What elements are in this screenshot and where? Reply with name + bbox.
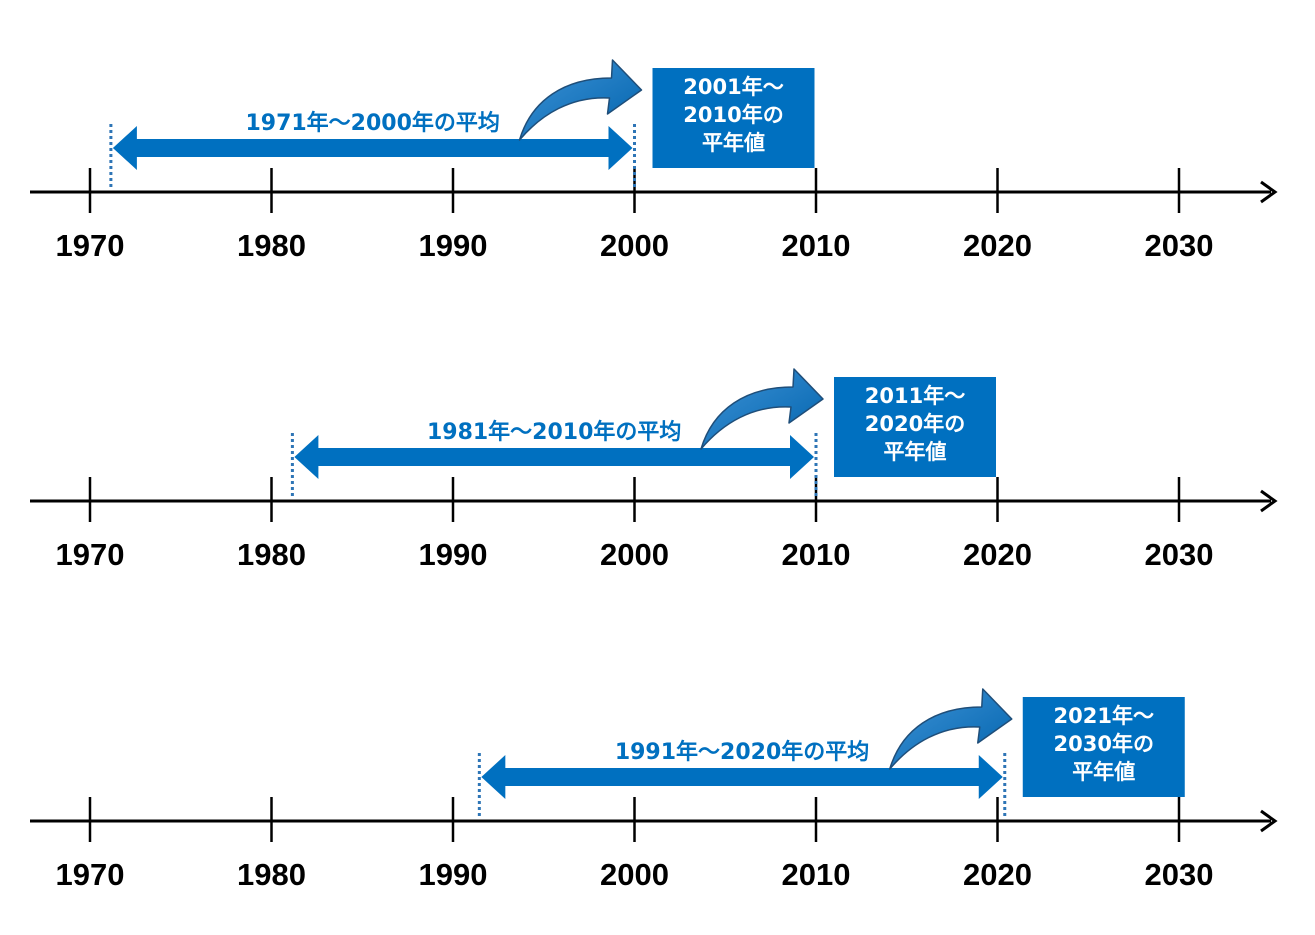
normal-value-box-line: 2011年～ <box>865 384 965 408</box>
normal-value-box-line: 平年値 <box>1072 760 1135 784</box>
axis-arrowhead <box>1260 809 1278 833</box>
period-double-arrow <box>294 435 814 479</box>
normal-value-box-line: 平年値 <box>884 440 947 464</box>
axis-year-label: 1980 <box>237 228 306 263</box>
axis-year-label: 2020 <box>963 857 1032 892</box>
axis-year-label: 1970 <box>56 537 125 572</box>
axis-year-label: 1980 <box>237 857 306 892</box>
axis-year-label: 1980 <box>237 537 306 572</box>
normal-value-box-line: 2030年の <box>1054 732 1154 756</box>
axis-year-label: 2030 <box>1145 537 1214 572</box>
timeline-panel-3: 1970 1980 1990 2000 2010 2020 2030 1991年～2020年の… <box>30 688 1278 892</box>
normal-value-box-line: 2021年～ <box>1054 704 1154 728</box>
axis-year-label: 1990 <box>419 228 488 263</box>
curved-pointer-arrow <box>700 368 824 450</box>
axis-year-label: 2010 <box>782 857 851 892</box>
axis-year-label: 2010 <box>782 537 851 572</box>
axis-year-label: 2000 <box>600 537 669 572</box>
axis-year-label: 1970 <box>56 228 125 263</box>
axis-arrowhead <box>1260 489 1278 513</box>
period-label: 1971年～2000年の平均 <box>245 110 499 136</box>
axis-year-label: 1990 <box>419 857 488 892</box>
axis-year-label: 1990 <box>419 537 488 572</box>
axis-year-label: 2030 <box>1145 857 1214 892</box>
timeline-panel-1: 1970 1980 1990 2000 2010 2020 2030 1971年～2000年の… <box>30 59 1278 263</box>
axis-year-label: 2010 <box>782 228 851 263</box>
curved-pointer-arrow <box>518 59 643 141</box>
curved-pointer-arrow <box>889 688 1013 770</box>
normal-value-box-line: 2020年の <box>865 412 965 436</box>
axis-year-label: 2000 <box>600 857 669 892</box>
axis-year-label: 2030 <box>1145 228 1214 263</box>
period-label: 1991年～2020年の平均 <box>615 739 869 765</box>
axis-year-label: 2020 <box>963 228 1032 263</box>
axis-year-label: 2020 <box>963 537 1032 572</box>
normal-value-box <box>652 68 815 168</box>
normal-value-box-line: 2001年～ <box>683 75 783 99</box>
axis-arrowhead <box>1260 180 1278 204</box>
period-label: 1981年～2010年の平均 <box>427 419 681 445</box>
period-double-arrow <box>112 126 633 170</box>
normal-value-box <box>834 377 996 477</box>
period-double-arrow <box>481 755 1003 799</box>
normal-value-box <box>1022 697 1185 797</box>
timeline-panel-2: 1970 1980 1990 2000 2010 2020 2030 1981年～2010年の… <box>30 368 1278 572</box>
axis-year-label: 1970 <box>56 857 125 892</box>
normal-value-box-line: 平年値 <box>702 131 765 155</box>
axis-year-label: 2000 <box>600 228 669 263</box>
normal-value-box-line: 2010年の <box>683 103 783 127</box>
